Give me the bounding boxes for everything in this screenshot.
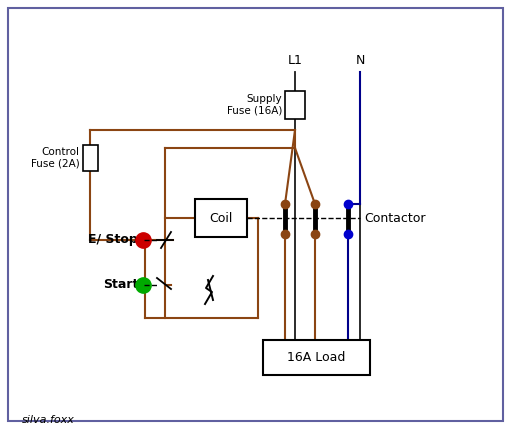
Bar	[263, 340, 370, 375]
Text: Supply
Fuse (16A): Supply Fuse (16A)	[227, 94, 282, 116]
Text: E/ Stop: E/ Stop	[88, 233, 138, 247]
Text: Coil: Coil	[209, 211, 232, 224]
Text: N: N	[355, 54, 365, 66]
Text: Start: Start	[103, 278, 138, 291]
Text: Control
Fuse (2A): Control Fuse (2A)	[31, 147, 79, 169]
Text: 16A Load: 16A Load	[287, 351, 346, 364]
Bar	[82, 145, 97, 171]
Text: silva.foxx: silva.foxx	[22, 415, 75, 425]
Bar	[195, 199, 247, 237]
Bar	[285, 91, 305, 119]
Text: L1: L1	[288, 54, 303, 66]
Text: Contactor: Contactor	[364, 211, 425, 224]
